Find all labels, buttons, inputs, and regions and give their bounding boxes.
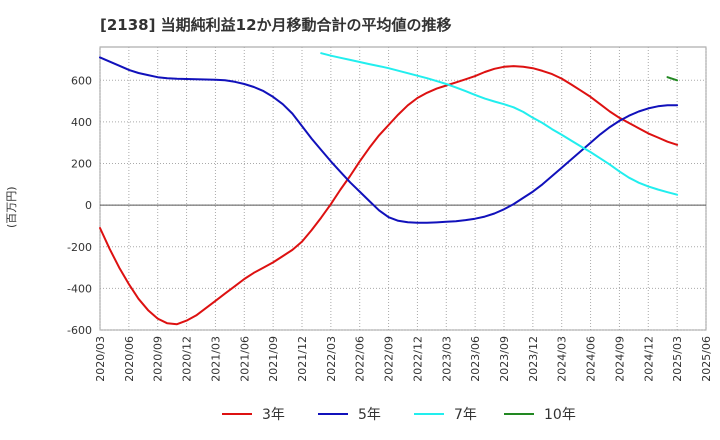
x-tick-label: 2023/03 — [440, 336, 453, 382]
chart-title: [2138] 当期純利益12か月移動合計の平均値の推移 — [100, 16, 452, 34]
x-tick-label: 2024/12 — [642, 336, 655, 382]
x-tick-label: 2024/06 — [585, 336, 598, 382]
x-tick-label: 2023/06 — [469, 336, 482, 382]
y-tick-label: 600 — [71, 74, 92, 87]
series-line-4 — [666, 76, 679, 82]
x-tick-label: 2022/03 — [325, 336, 338, 382]
legend-label-1: 3年 — [262, 407, 285, 423]
legend-label-3: 7年 — [454, 407, 477, 423]
x-tick-label: 2020/03 — [94, 336, 107, 382]
y-tick-label: -600 — [67, 324, 92, 337]
plot-border — [99, 46, 707, 331]
x-tick-label: 2020/06 — [123, 336, 136, 382]
legend-label-4: 10年 — [544, 407, 576, 423]
y-tick-label: 0 — [85, 199, 92, 212]
x-tick-label: 2020/12 — [181, 336, 194, 382]
series-lines — [99, 52, 679, 326]
series-line-3 — [320, 52, 679, 196]
legend: 3年 5年 7年 10年 — [222, 407, 576, 423]
x-tick-label: 2022/06 — [354, 336, 367, 382]
x-tick-label: 2025/03 — [671, 336, 684, 382]
y-tick-labels: -600 -400 -200 0 200 400 600 — [67, 74, 92, 337]
x-tick-labels: 2020/03 2020/06 2020/09 2020/12 2021/03 2021/… — [94, 336, 713, 382]
x-tick-label: 2024/03 — [556, 336, 569, 382]
x-tick-label: 2022/12 — [411, 336, 424, 382]
x-tick-label: 2022/09 — [383, 336, 396, 382]
x-tick-label: 2020/09 — [152, 336, 165, 382]
y-tick-label: 400 — [71, 116, 92, 129]
series-line-2 — [99, 56, 679, 224]
x-tick-label: 2021/09 — [267, 336, 280, 382]
x-tick-label: 2021/06 — [238, 336, 251, 382]
grid — [99, 46, 707, 331]
x-tick-label: 2021/12 — [296, 336, 309, 382]
y-tick-label: 200 — [71, 158, 92, 171]
x-tick-label: 2024/09 — [613, 336, 626, 382]
x-tick-label: 2023/12 — [527, 336, 540, 382]
legend-label-2: 5年 — [358, 407, 381, 423]
y-tick-label: -200 — [67, 241, 92, 254]
series-line-1 — [99, 65, 679, 326]
y-tick-label: -400 — [67, 282, 92, 295]
x-tick-label: 2021/03 — [209, 336, 222, 382]
x-tick-label: 2023/09 — [498, 336, 511, 382]
x-tick-label: 2025/06 — [700, 336, 713, 382]
